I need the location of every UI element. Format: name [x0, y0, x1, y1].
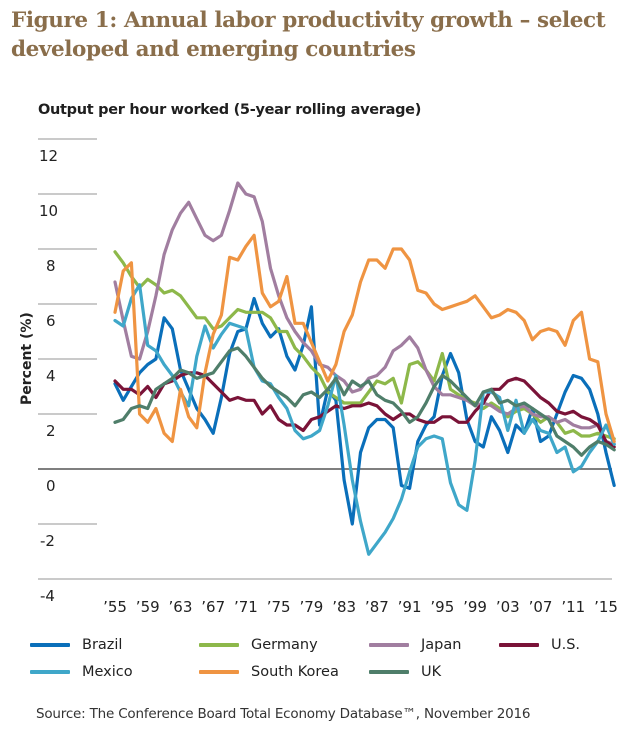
- x-tick-label: ’63: [169, 598, 193, 616]
- legend-item-brazil: Brazil: [30, 637, 122, 653]
- y-axis-label: Percent (%): [19, 312, 35, 405]
- legend-item-japan: Japan: [369, 637, 461, 653]
- x-tick-label: ’99: [463, 598, 487, 616]
- x-tick-label: ’67: [201, 598, 225, 616]
- y-tick-label: 8: [46, 257, 56, 275]
- y-tick-labels: -4 -2 0 2 4 6 8 10 12: [39, 147, 58, 605]
- legend-label: U.S.: [551, 637, 581, 653]
- x-tick-label: ’87: [365, 598, 389, 616]
- legend-swatch: [199, 643, 239, 647]
- legend-swatch: [30, 670, 70, 674]
- legend-label: Germany: [251, 637, 318, 653]
- series-lines: [113, 181, 616, 556]
- legend-item-germany: Germany: [199, 637, 318, 653]
- legend-label: UK: [421, 664, 442, 680]
- y-tick-label: 6: [46, 312, 56, 330]
- x-tick-label: ’83: [332, 598, 356, 616]
- x-tick-label: ’75: [267, 598, 291, 616]
- legend-label: Mexico: [82, 664, 133, 680]
- legend-swatch: [30, 643, 70, 647]
- y-tick-label: -2: [40, 532, 55, 550]
- series-line-uk: [113, 346, 616, 457]
- y-tick-label: 0: [46, 477, 56, 495]
- figure-title: Figure 1: Annual labor productivity grow…: [11, 8, 606, 62]
- x-tick-label: ’55: [103, 598, 127, 616]
- source-note: Source: The Conference Board Total Econo…: [36, 706, 531, 722]
- legend-item-u-s: U.S.: [499, 637, 580, 653]
- series-line-germany: [113, 250, 616, 441]
- legend-item-mexico: Mexico: [30, 664, 133, 680]
- x-tick-label: ’11: [561, 598, 585, 616]
- x-tick-label: ’59: [136, 598, 160, 616]
- series-line-south-korea: [113, 233, 616, 444]
- legend-swatch: [199, 670, 239, 674]
- legend-item-uk: UK: [369, 664, 441, 680]
- legend-label: Brazil: [82, 637, 123, 653]
- legend-swatch: [369, 670, 409, 674]
- legend-swatch: [499, 643, 539, 647]
- x-tick-label: ’07: [529, 598, 553, 616]
- x-tick-label: ’91: [398, 598, 422, 616]
- x-tick-label: ’95: [430, 598, 454, 616]
- x-tick-label: ’15: [594, 598, 618, 616]
- y-tick-label: 4: [46, 367, 56, 385]
- x-tick-label: ’79: [299, 598, 323, 616]
- line-chart: -4 -2 0 2 4 6 8 10 12 ’55 ’59 ’63 ’67 ’71 ’75 ’79 ’83 ’8…: [19, 138, 618, 616]
- series-line-u-s: [113, 371, 616, 449]
- legend-item-south-korea: South Korea: [199, 664, 339, 680]
- y-tick-label: 12: [39, 147, 58, 165]
- x-tick-label: ’71: [234, 598, 258, 616]
- chart-subtitle: Output per hour worked (5-year rolling a…: [38, 102, 422, 118]
- series-line-mexico: [113, 283, 616, 556]
- legend-swatch: [369, 643, 409, 647]
- x-tick-label: ’03: [496, 598, 520, 616]
- y-gridlines: [38, 138, 612, 580]
- y-tick-label: 10: [39, 202, 58, 220]
- legend-label: South Korea: [251, 664, 339, 680]
- y-tick-label: -4: [40, 587, 55, 605]
- x-tick-labels: ’55 ’59 ’63 ’67 ’71 ’75 ’79 ’83 ’87 ’91 ’95 ’99 ’03 ’…: [103, 598, 618, 616]
- legend-label: Japan: [421, 637, 462, 653]
- y-tick-label: 2: [46, 422, 56, 440]
